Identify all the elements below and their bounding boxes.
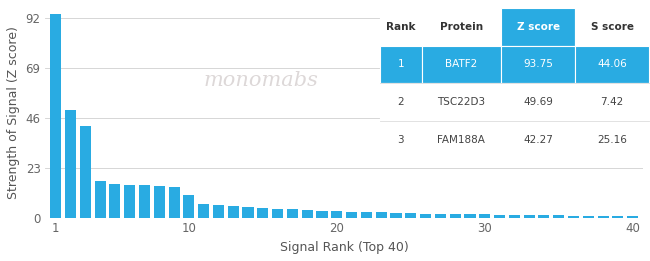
- Bar: [302, 210, 313, 218]
- Bar: [479, 214, 490, 218]
- Text: TSC22D3: TSC22D3: [437, 97, 486, 107]
- Bar: [257, 208, 268, 218]
- Bar: [168, 187, 179, 218]
- Bar: [227, 206, 239, 218]
- Text: 44.06: 44.06: [597, 60, 627, 69]
- Bar: [287, 209, 298, 218]
- Text: 42.27: 42.27: [523, 135, 553, 145]
- Bar: [435, 214, 446, 218]
- Text: monomabs: monomabs: [203, 71, 318, 90]
- Bar: [583, 216, 594, 218]
- Bar: [524, 215, 535, 218]
- Text: Rank: Rank: [386, 22, 415, 32]
- Text: Z score: Z score: [517, 22, 560, 32]
- Bar: [612, 216, 623, 218]
- Bar: [568, 216, 579, 218]
- Bar: [94, 181, 106, 218]
- Bar: [242, 207, 254, 218]
- Text: 3: 3: [398, 135, 404, 145]
- Bar: [154, 186, 165, 218]
- Bar: [139, 186, 150, 218]
- Bar: [65, 110, 76, 218]
- Bar: [627, 216, 638, 218]
- Bar: [376, 212, 387, 218]
- Bar: [183, 195, 194, 218]
- X-axis label: Signal Rank (Top 40): Signal Rank (Top 40): [280, 241, 409, 254]
- Y-axis label: Strength of Signal (Z score): Strength of Signal (Z score): [7, 26, 20, 199]
- Text: FAM188A: FAM188A: [437, 135, 486, 145]
- Text: 1: 1: [398, 60, 404, 69]
- Bar: [332, 211, 343, 218]
- Text: 2: 2: [398, 97, 404, 107]
- Bar: [494, 215, 505, 218]
- Bar: [450, 214, 461, 218]
- Bar: [464, 214, 476, 218]
- Bar: [405, 213, 417, 218]
- Bar: [597, 216, 608, 218]
- Bar: [272, 209, 283, 218]
- Text: 93.75: 93.75: [523, 60, 553, 69]
- Bar: [213, 205, 224, 218]
- Bar: [509, 215, 520, 218]
- Text: Protein: Protein: [440, 22, 483, 32]
- Text: BATF2: BATF2: [445, 60, 478, 69]
- Bar: [361, 212, 372, 218]
- Text: 7.42: 7.42: [601, 97, 624, 107]
- Bar: [346, 212, 357, 218]
- Bar: [391, 213, 402, 218]
- Text: 25.16: 25.16: [597, 135, 627, 145]
- Bar: [420, 213, 431, 218]
- Text: S score: S score: [591, 22, 634, 32]
- Bar: [317, 211, 328, 218]
- Bar: [538, 215, 549, 218]
- Bar: [553, 216, 564, 218]
- Bar: [109, 184, 120, 218]
- Bar: [124, 185, 135, 218]
- Bar: [80, 126, 91, 218]
- Text: 49.69: 49.69: [523, 97, 553, 107]
- Bar: [50, 14, 61, 218]
- Bar: [198, 204, 209, 218]
